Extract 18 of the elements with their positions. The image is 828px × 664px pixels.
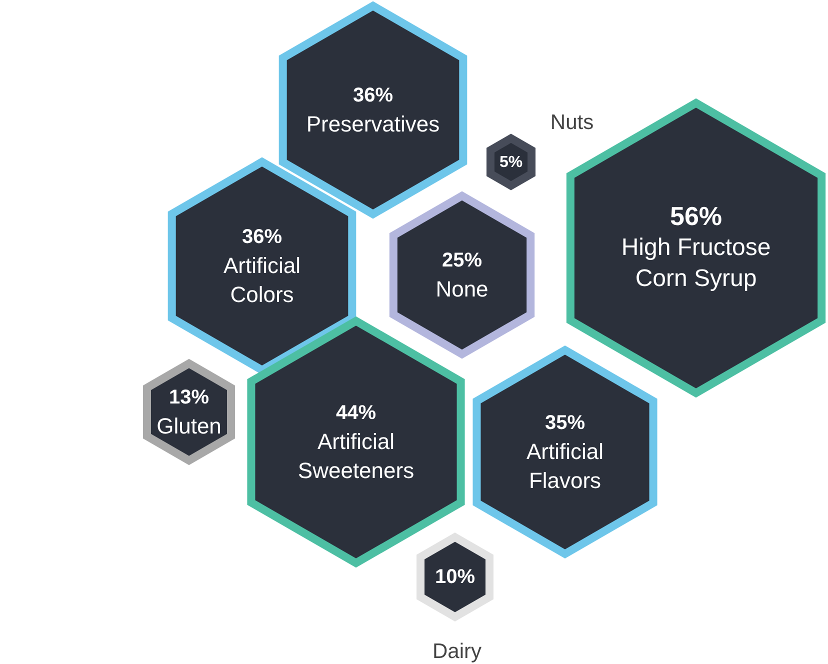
data-label: 10% — [434, 566, 476, 588]
data-label: 36% — [352, 84, 394, 106]
category-label: None — [436, 276, 488, 302]
data-label: 56% — [670, 201, 722, 231]
data-label: 44% — [336, 402, 376, 424]
data-label: 35% — [544, 412, 586, 434]
category-label: Nuts — [550, 111, 594, 134]
category-label: Artificial Flavors — [526, 439, 604, 493]
data-label: 13% — [168, 386, 210, 408]
category-label: Dairy — [432, 640, 482, 663]
category-label: Artificial Sweeteners — [298, 429, 414, 483]
category-label: Preservatives — [306, 112, 440, 136]
data-label: 36% — [242, 226, 282, 248]
category-label: Artificial Colors — [223, 253, 301, 307]
data-label: 5% — [499, 154, 523, 171]
category-label: High Fructose Corn Syrup — [621, 234, 771, 292]
data-label: 25% — [442, 250, 482, 272]
category-label: Gluten — [156, 414, 222, 438]
